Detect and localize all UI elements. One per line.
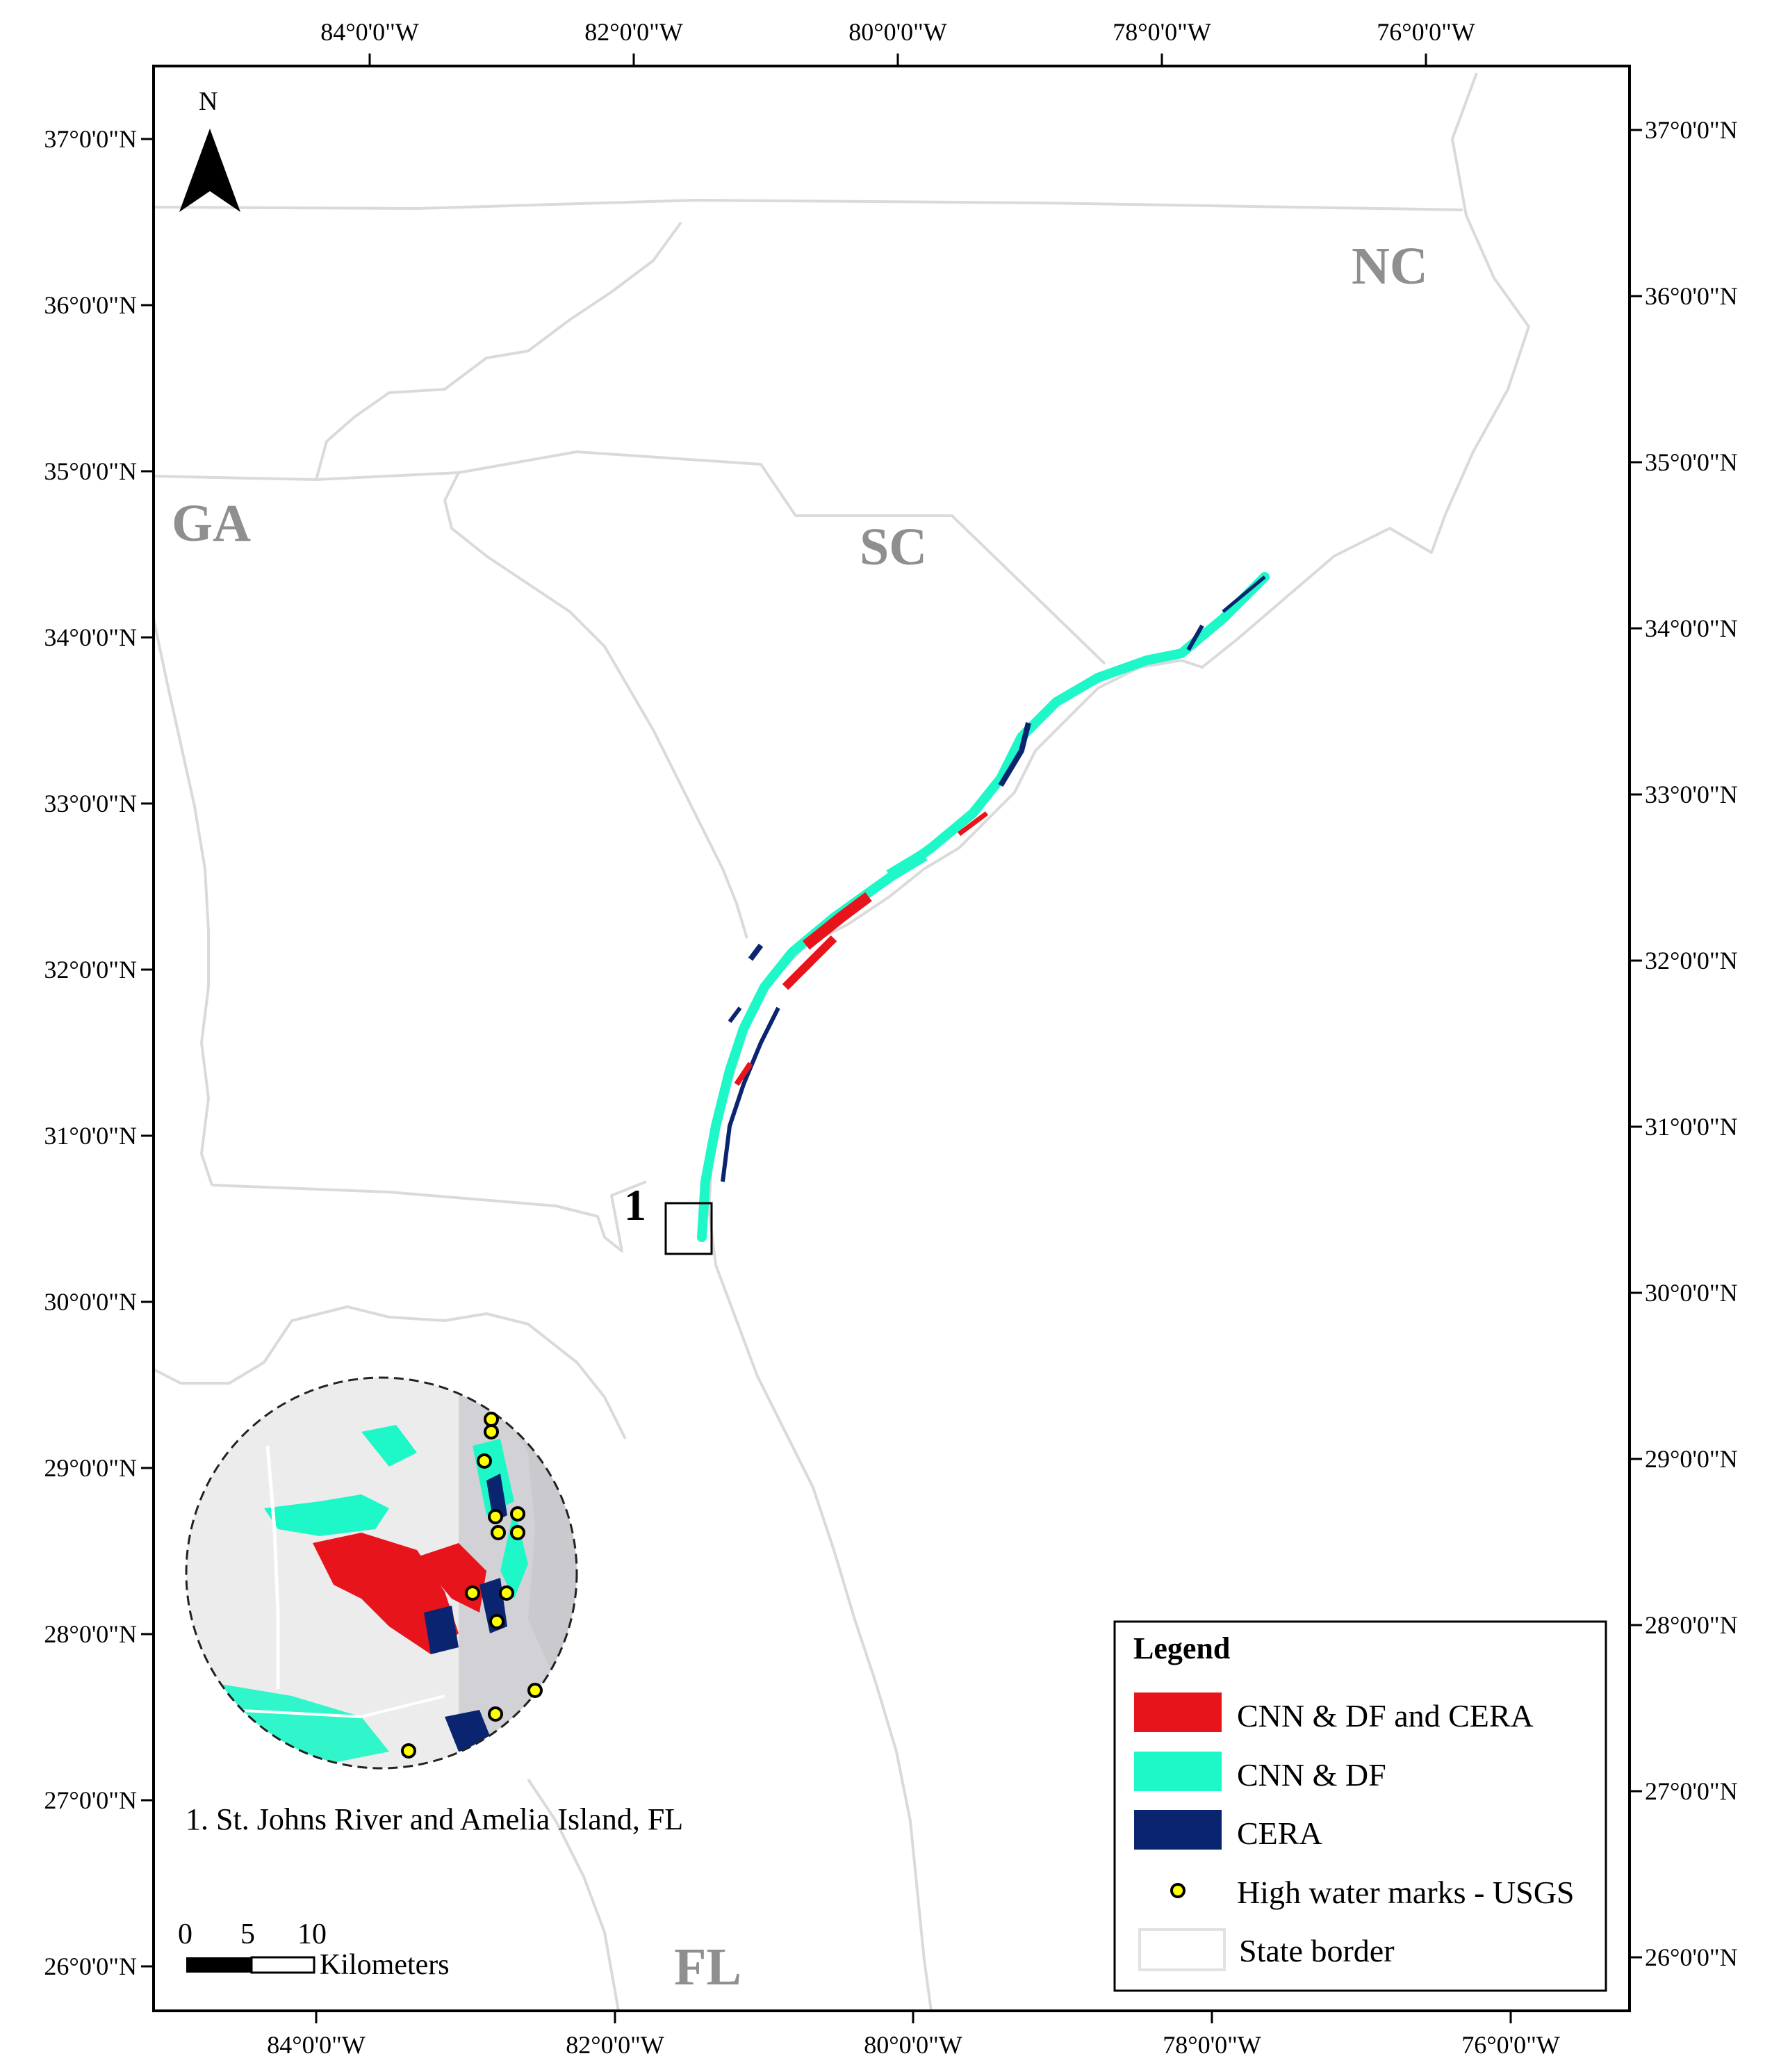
state-borders bbox=[154, 72, 1530, 2011]
left-lat-label: 35°0'0"N bbox=[44, 457, 137, 485]
left-lat-label: 26°0'0"N bbox=[44, 1952, 137, 1980]
right-lat-label: 27°0'0"N bbox=[1645, 1777, 1738, 1805]
left-lat-label: 32°0'0"N bbox=[44, 956, 137, 984]
study-area-marker: 1 bbox=[624, 1180, 646, 1230]
top-lon-label: 80°0'0"W bbox=[848, 18, 947, 46]
study-area-box bbox=[664, 1202, 713, 1255]
legend-swatch-state-border bbox=[1138, 1928, 1226, 1971]
legend: Legend CNN & DF and CERA CNN & DF CERA H… bbox=[1113, 1620, 1607, 1992]
left-lat-label: 30°0'0"N bbox=[44, 1288, 137, 1316]
left-lat-label: 34°0'0"N bbox=[44, 623, 137, 651]
right-lat-label: 33°0'0"N bbox=[1645, 781, 1738, 808]
legend-label-state-border: State border bbox=[1239, 1933, 1395, 1968]
right-lat-label: 37°0'0"N bbox=[1645, 116, 1738, 144]
bottom-lon-label: 78°0'0"W bbox=[1163, 2031, 1261, 2059]
right-lat-label: 30°0'0"N bbox=[1645, 1279, 1738, 1307]
legend-swatch-cnn-df bbox=[1134, 1752, 1222, 1791]
right-lat-label: 31°0'0"N bbox=[1645, 1113, 1738, 1141]
top-lon-label: 78°0'0"W bbox=[1113, 18, 1211, 46]
legend-title: Legend bbox=[1133, 1631, 1230, 1665]
bottom-lon-label: 76°0'0"W bbox=[1461, 2031, 1560, 2059]
top-lon-label: 82°0'0"W bbox=[584, 18, 683, 46]
right-lat-label: 28°0'0"N bbox=[1645, 1611, 1738, 1639]
left-lat-label: 33°0'0"N bbox=[44, 790, 137, 817]
svg-text:Kilometers: Kilometers bbox=[320, 1949, 450, 1981]
legend-label-cnn-df-cera: CNN & DF and CERA bbox=[1237, 1698, 1534, 1734]
high-water-marks bbox=[401, 1412, 543, 1759]
legend-label-cera: CERA bbox=[1237, 1816, 1322, 1851]
map-frame-border bbox=[152, 65, 1631, 2012]
top-lon-label: 76°0'0"W bbox=[1377, 18, 1475, 46]
state-label-nc: NC bbox=[1352, 237, 1428, 295]
svg-text:5: 5 bbox=[240, 1918, 255, 1950]
legend-swatch-cnn-df-cera bbox=[1134, 1692, 1222, 1732]
legend-swatch-cera bbox=[1134, 1810, 1222, 1850]
scale-bar: 0 5 10 Kilometers bbox=[178, 1918, 450, 1981]
right-lat-label: 29°0'0"N bbox=[1645, 1445, 1738, 1473]
north-arrow-icon: N bbox=[179, 87, 240, 212]
left-lat-label: 31°0'0"N bbox=[44, 1122, 137, 1150]
right-lat-label: 32°0'0"N bbox=[1645, 947, 1738, 974]
state-label-sc: SC bbox=[860, 518, 927, 576]
bottom-lon-label: 84°0'0"W bbox=[267, 2031, 366, 2059]
left-lat-label: 28°0'0"N bbox=[44, 1620, 137, 1648]
right-lat-label: 35°0'0"N bbox=[1645, 448, 1738, 476]
left-lat-label: 36°0'0"N bbox=[44, 291, 137, 319]
state-label-ga: GA bbox=[172, 494, 251, 553]
right-lat-label: 34°0'0"N bbox=[1645, 614, 1738, 642]
left-lat-label: 37°0'0"N bbox=[44, 125, 137, 153]
right-lat-label: 26°0'0"N bbox=[1645, 1943, 1738, 1971]
graticule: 84°0'0"W 82°0'0"W 80°0'0"W 78°0'0"W 76°0'0"W… bbox=[44, 18, 1737, 2059]
svg-text:N: N bbox=[199, 87, 218, 116]
svg-text:10: 10 bbox=[297, 1918, 327, 1950]
flood-extent bbox=[697, 572, 1270, 1242]
left-lat-label: 27°0'0"N bbox=[44, 1786, 137, 1814]
svg-text:0: 0 bbox=[178, 1918, 192, 1950]
legend-swatch-high-water-marks bbox=[1170, 1883, 1186, 1898]
legend-label-cnn-df: CNN & DF bbox=[1237, 1757, 1386, 1793]
bottom-lon-label: 82°0'0"W bbox=[566, 2031, 664, 2059]
inset-caption: 1. St. Johns River and Amelia Island, FL bbox=[186, 1802, 683, 1836]
state-label-fl: FL bbox=[674, 1938, 741, 1996]
legend-label-high-water-marks: High water marks - USGS bbox=[1237, 1875, 1575, 1910]
top-lon-label: 84°0'0"W bbox=[320, 18, 419, 46]
left-lat-label: 29°0'0"N bbox=[44, 1454, 137, 1482]
bottom-lon-label: 80°0'0"W bbox=[864, 2031, 962, 2059]
right-lat-label: 36°0'0"N bbox=[1645, 282, 1738, 310]
